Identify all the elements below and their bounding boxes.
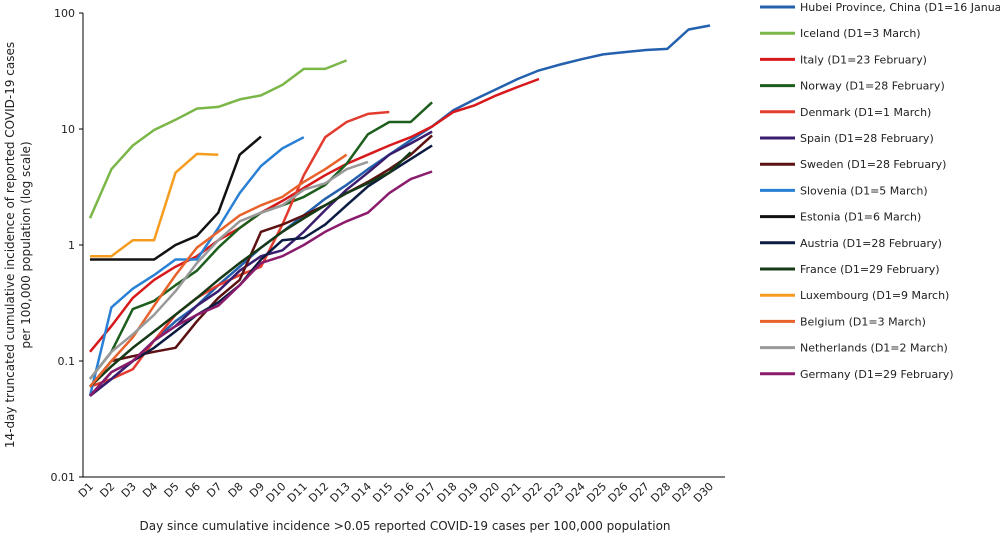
series-line <box>89 77 540 353</box>
x-tick-label: D4 <box>140 480 160 500</box>
legend-label: Belgium (D1=3 March) <box>800 315 926 328</box>
legend-label: Hubei Province, China (D1=16 January) <box>800 1 1000 14</box>
legend-label: Sweden (D1=28 February) <box>800 158 946 171</box>
legend-label: Luxembourg (D1=9 March) <box>800 289 949 302</box>
legend-label: Iceland (D1=3 March) <box>800 27 921 40</box>
x-tick-label: D28 <box>648 480 673 505</box>
x-tick-label: D1 <box>76 480 96 500</box>
x-tick-label: D7 <box>204 480 224 500</box>
series-line <box>89 110 390 388</box>
x-tick-label: D25 <box>584 480 609 505</box>
series-line <box>88 136 305 397</box>
x-tick-label: D11 <box>285 480 310 505</box>
legend-label: Netherlands (D1=2 March) <box>800 342 948 355</box>
series-line <box>88 59 348 219</box>
x-tick-label: D26 <box>606 480 631 505</box>
x-tick-label: D21 <box>499 480 524 505</box>
y-tick-label: 0.1 <box>58 355 76 368</box>
x-tick-label: D6 <box>183 480 203 500</box>
x-tick-label: D23 <box>541 480 566 505</box>
legend-label: Norway (D1=28 February) <box>800 80 945 93</box>
x-tick-label: D19 <box>456 480 481 505</box>
x-tick-label: D24 <box>563 480 588 505</box>
legend-label: Estonia (D1=6 March) <box>800 211 921 224</box>
y-tick-label: 1 <box>68 239 75 252</box>
series-line <box>89 151 412 388</box>
x-tick-label: D14 <box>349 480 374 505</box>
x-tick-label: D18 <box>434 480 459 505</box>
series-line <box>89 144 433 397</box>
y-tick-label: 10 <box>61 123 75 136</box>
legend-label: Slovenia (D1=5 March) <box>800 184 928 197</box>
x-tick-label: D20 <box>477 480 502 505</box>
legend-label: Spain (D1=28 February) <box>800 132 934 145</box>
y-tick-label: 0.01 <box>51 471 76 484</box>
legend-label: Austria (D1=28 February) <box>800 237 942 250</box>
x-tick-label: D16 <box>392 480 417 505</box>
series-line <box>90 135 262 261</box>
series-line <box>90 152 219 258</box>
x-tick-label: D30 <box>691 480 716 505</box>
legend-label: Denmark (D1=1 March) <box>800 106 931 119</box>
x-tick-label: D17 <box>413 480 438 505</box>
x-tick-label: D15 <box>370 480 395 505</box>
legend-label: France (D1=29 February) <box>800 263 940 276</box>
y-axis-label: 14-day truncated cumulative incidence of… <box>3 42 17 448</box>
series-line <box>89 153 348 388</box>
x-tick-label: D8 <box>226 480 246 500</box>
x-axis-label: Day since cumulative incidence >0.05 rep… <box>139 519 670 533</box>
x-tick-label: D12 <box>306 480 331 505</box>
series-line <box>89 160 369 380</box>
series-line <box>89 170 433 397</box>
x-tick-label: D3 <box>119 480 139 500</box>
y-axis-label: per 100,000 population (log scale) <box>19 141 33 348</box>
x-tick-label: D2 <box>97 480 117 500</box>
legend-label: Germany (D1=29 February) <box>800 368 954 381</box>
x-tick-label: D29 <box>670 480 695 505</box>
x-tick-label: D10 <box>263 480 288 505</box>
x-tick-label: D27 <box>627 480 652 505</box>
legend-label: Italy (D1=23 February) <box>800 53 927 66</box>
x-tick-label: D5 <box>162 480 182 500</box>
y-tick-label: 100 <box>54 7 75 20</box>
x-tick-label: D22 <box>520 480 545 505</box>
x-tick-label: D13 <box>328 480 353 505</box>
